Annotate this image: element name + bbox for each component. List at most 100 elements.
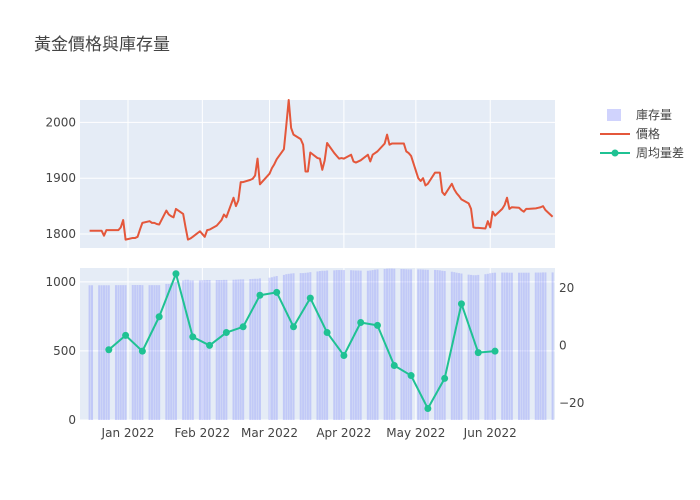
inventory-bar xyxy=(376,269,379,420)
inventory-bar xyxy=(285,274,288,420)
inventory-bar xyxy=(338,270,341,420)
inventory-bar xyxy=(117,285,120,420)
inventory-bar xyxy=(220,280,223,420)
inventory-bar xyxy=(98,285,101,420)
price-tick-label: 1900 xyxy=(45,171,76,185)
inventory-bar xyxy=(438,270,441,420)
inventory-bar xyxy=(455,272,458,420)
legend-label-diff: 周均量差 xyxy=(636,146,684,160)
diff-point xyxy=(373,321,381,329)
inventory-bar xyxy=(292,273,295,420)
inventory-bar xyxy=(525,272,528,420)
legend-label-inventory: 庫存量 xyxy=(636,108,672,122)
inventory-bar xyxy=(434,269,437,420)
diff-point xyxy=(323,329,331,337)
inventory-bar xyxy=(400,268,403,420)
price-series xyxy=(89,99,554,241)
inventory-bar xyxy=(551,272,554,420)
axis-ticks: Jan 2022 Feb 2022 Mar 2022 Apr 2022 May 2022… xyxy=(45,115,584,440)
price-tick-label: 2000 xyxy=(45,115,76,129)
x-tick-label: Apr 2022 xyxy=(316,426,371,440)
inventory-bar xyxy=(239,279,242,420)
inventory-bar xyxy=(218,280,221,420)
inventory-bar xyxy=(189,280,192,420)
inventory-bar xyxy=(441,270,444,420)
inventory-bar xyxy=(100,285,103,420)
inventory-bar xyxy=(388,268,391,420)
inventory-bars xyxy=(88,268,554,420)
inventory-bar xyxy=(527,272,530,420)
inventory-bar xyxy=(316,271,319,420)
inventory-bar xyxy=(405,269,408,420)
inventory-bar xyxy=(203,280,206,420)
inventory-bar xyxy=(393,268,396,420)
chart-title: 黃金價格與庫存量 xyxy=(34,35,170,55)
inventory-bar xyxy=(422,269,425,420)
inventory-bar xyxy=(426,269,429,420)
price-tick-label: 1800 xyxy=(45,227,76,241)
inventory-bar xyxy=(182,280,185,420)
diff-point xyxy=(491,347,499,355)
inventory-bar xyxy=(249,279,252,420)
inventory-bar xyxy=(122,285,125,420)
inventory-bar xyxy=(534,272,537,420)
inventory-bar xyxy=(506,272,509,420)
inventory-bar xyxy=(153,285,156,420)
inventory-bar xyxy=(494,272,497,420)
diff-point xyxy=(474,349,482,357)
inventory-bar xyxy=(467,274,470,420)
inventory-bar xyxy=(419,269,422,420)
inventory-bar xyxy=(369,270,372,420)
inventory-bar xyxy=(539,272,542,420)
inventory-bar xyxy=(275,276,278,420)
legend-item-diff[interactable]: 周均量差 xyxy=(600,146,684,160)
inventory-bar xyxy=(136,284,139,420)
inventory-bar xyxy=(508,272,511,420)
inventory-bar xyxy=(237,279,240,420)
inventory-bar xyxy=(215,280,218,420)
inventory-bar xyxy=(453,272,456,420)
inventory-bar xyxy=(491,272,494,420)
inventory-bar xyxy=(302,273,305,420)
x-tick-label: May 2022 xyxy=(386,426,445,440)
inventory-bar xyxy=(256,278,259,420)
diff-point xyxy=(138,347,146,355)
inventory-bar xyxy=(503,272,506,420)
inventory-bar xyxy=(486,273,489,420)
price-line xyxy=(89,99,554,241)
diff-point xyxy=(256,291,264,299)
diff-point xyxy=(407,372,415,380)
x-tick-label: Jun 2022 xyxy=(463,426,517,440)
inventory-bar xyxy=(242,279,245,420)
legend-marker-diff xyxy=(611,149,619,157)
inventory-bar xyxy=(150,285,153,420)
diff-point xyxy=(155,313,163,321)
legend-item-inventory[interactable]: 庫存量 xyxy=(607,108,672,122)
inventory-bar xyxy=(165,283,168,420)
inventory-bar xyxy=(520,272,523,420)
diff-point xyxy=(122,331,130,339)
inventory-bar xyxy=(167,283,170,420)
legend-item-price[interactable]: 價格 xyxy=(600,126,660,141)
inventory-bar xyxy=(318,271,321,420)
inventory-bar xyxy=(402,269,405,420)
inventory-bar xyxy=(258,278,261,420)
inventory-bar xyxy=(333,270,336,420)
inventory-bar xyxy=(201,280,204,420)
inventory-bar xyxy=(134,284,137,420)
diff-point xyxy=(105,346,113,354)
inventory-bar xyxy=(184,279,187,420)
inventory-bar xyxy=(191,280,194,420)
inventory-bar xyxy=(410,269,413,420)
inventory-bar xyxy=(90,285,94,420)
inventory-bar xyxy=(477,274,480,420)
inventory-bar xyxy=(131,284,134,420)
inventory-bar xyxy=(470,274,473,420)
diff-point xyxy=(239,323,247,331)
inventory-bar xyxy=(366,270,369,420)
inventory-bar xyxy=(354,270,357,420)
legend-label-price: 價格 xyxy=(636,126,660,141)
x-tick-label: Jan 2022 xyxy=(101,426,155,440)
inventory-bar xyxy=(501,272,504,420)
